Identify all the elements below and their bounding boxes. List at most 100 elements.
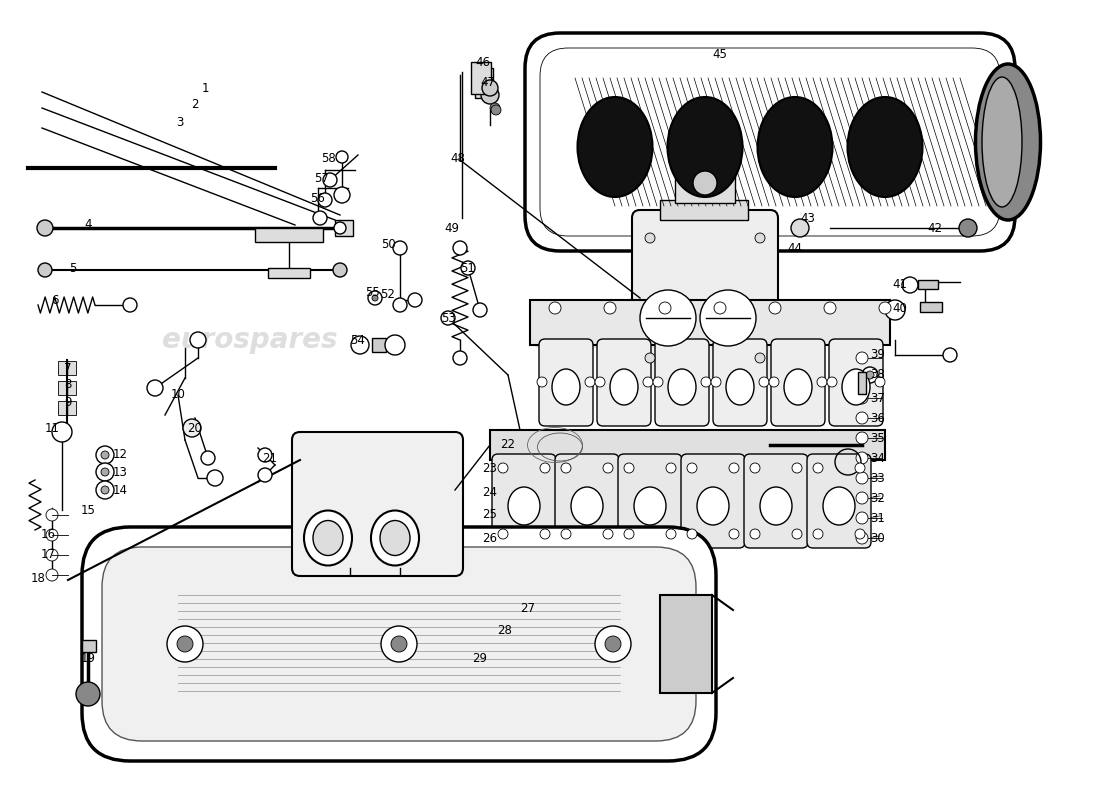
Circle shape	[101, 486, 109, 494]
Text: 55: 55	[364, 286, 380, 298]
Circle shape	[561, 529, 571, 539]
Circle shape	[698, 147, 711, 159]
Circle shape	[441, 311, 455, 325]
Circle shape	[755, 233, 764, 243]
Circle shape	[769, 377, 779, 387]
Ellipse shape	[982, 77, 1022, 207]
Bar	[255, 228, 323, 242]
Circle shape	[879, 302, 891, 314]
Bar	[675, 173, 735, 203]
Ellipse shape	[784, 369, 812, 405]
FancyBboxPatch shape	[632, 210, 778, 381]
Circle shape	[827, 377, 837, 387]
Text: 9: 9	[64, 395, 72, 409]
Bar	[471, 62, 491, 94]
Bar	[58, 401, 76, 415]
Text: 50: 50	[381, 238, 395, 251]
Text: 23: 23	[483, 462, 497, 474]
Circle shape	[490, 103, 500, 113]
Circle shape	[52, 422, 72, 442]
Bar	[336, 220, 353, 236]
Circle shape	[729, 463, 739, 473]
FancyBboxPatch shape	[556, 454, 619, 548]
Text: eurospares: eurospares	[532, 326, 707, 354]
Circle shape	[856, 472, 868, 484]
Circle shape	[640, 290, 696, 346]
Circle shape	[101, 468, 109, 476]
Text: 32: 32	[870, 491, 886, 505]
Circle shape	[96, 446, 114, 464]
Circle shape	[856, 512, 868, 524]
Text: 12: 12	[112, 449, 128, 462]
Circle shape	[791, 219, 808, 237]
Circle shape	[688, 529, 697, 539]
Circle shape	[314, 211, 327, 225]
Circle shape	[540, 529, 550, 539]
Circle shape	[461, 261, 475, 275]
Circle shape	[855, 529, 865, 539]
Bar	[918, 280, 938, 289]
Circle shape	[653, 377, 663, 387]
Circle shape	[755, 353, 764, 363]
Text: 52: 52	[381, 289, 395, 302]
Text: 58: 58	[320, 151, 336, 165]
Text: 14: 14	[112, 483, 128, 497]
Text: 44: 44	[788, 242, 803, 254]
Circle shape	[498, 463, 508, 473]
Ellipse shape	[668, 97, 742, 197]
Circle shape	[813, 463, 823, 473]
Circle shape	[824, 302, 836, 314]
Circle shape	[693, 171, 717, 195]
Bar	[660, 595, 712, 693]
Circle shape	[190, 332, 206, 348]
Circle shape	[645, 233, 654, 243]
Text: 27: 27	[520, 602, 536, 614]
FancyBboxPatch shape	[744, 454, 808, 548]
Text: 49: 49	[444, 222, 460, 234]
Text: 33: 33	[870, 471, 886, 485]
Circle shape	[183, 419, 201, 437]
Text: eurospares: eurospares	[163, 536, 338, 564]
Ellipse shape	[668, 369, 696, 405]
Circle shape	[491, 105, 501, 115]
Circle shape	[39, 263, 52, 277]
Text: 16: 16	[41, 529, 55, 542]
Circle shape	[390, 636, 407, 652]
Text: 38: 38	[870, 369, 886, 382]
Circle shape	[334, 187, 350, 203]
Ellipse shape	[697, 487, 729, 525]
Text: 43: 43	[801, 211, 815, 225]
Circle shape	[959, 219, 977, 237]
Text: 3: 3	[176, 115, 184, 129]
Circle shape	[549, 302, 561, 314]
Text: 11: 11	[44, 422, 59, 434]
Text: 1: 1	[201, 82, 209, 94]
Text: 26: 26	[483, 531, 497, 545]
Circle shape	[96, 481, 114, 499]
FancyBboxPatch shape	[525, 33, 1015, 251]
Text: 35: 35	[870, 431, 886, 445]
Circle shape	[856, 492, 868, 504]
Circle shape	[711, 377, 720, 387]
Bar	[660, 200, 748, 220]
Ellipse shape	[379, 521, 410, 555]
Text: 4: 4	[85, 218, 91, 231]
Ellipse shape	[371, 510, 419, 566]
Circle shape	[368, 291, 382, 305]
Circle shape	[666, 463, 676, 473]
Circle shape	[817, 377, 827, 387]
Text: 39: 39	[870, 349, 886, 362]
Circle shape	[759, 377, 769, 387]
Text: 22: 22	[500, 438, 516, 451]
Text: 46: 46	[475, 55, 491, 69]
Circle shape	[856, 452, 868, 464]
Circle shape	[750, 463, 760, 473]
Bar	[372, 338, 386, 352]
Circle shape	[605, 636, 621, 652]
Text: 10: 10	[170, 389, 186, 402]
Text: eurospares: eurospares	[163, 326, 338, 354]
Text: eurospares: eurospares	[532, 536, 707, 564]
Text: 34: 34	[870, 451, 886, 465]
Circle shape	[701, 377, 711, 387]
Ellipse shape	[842, 369, 870, 405]
